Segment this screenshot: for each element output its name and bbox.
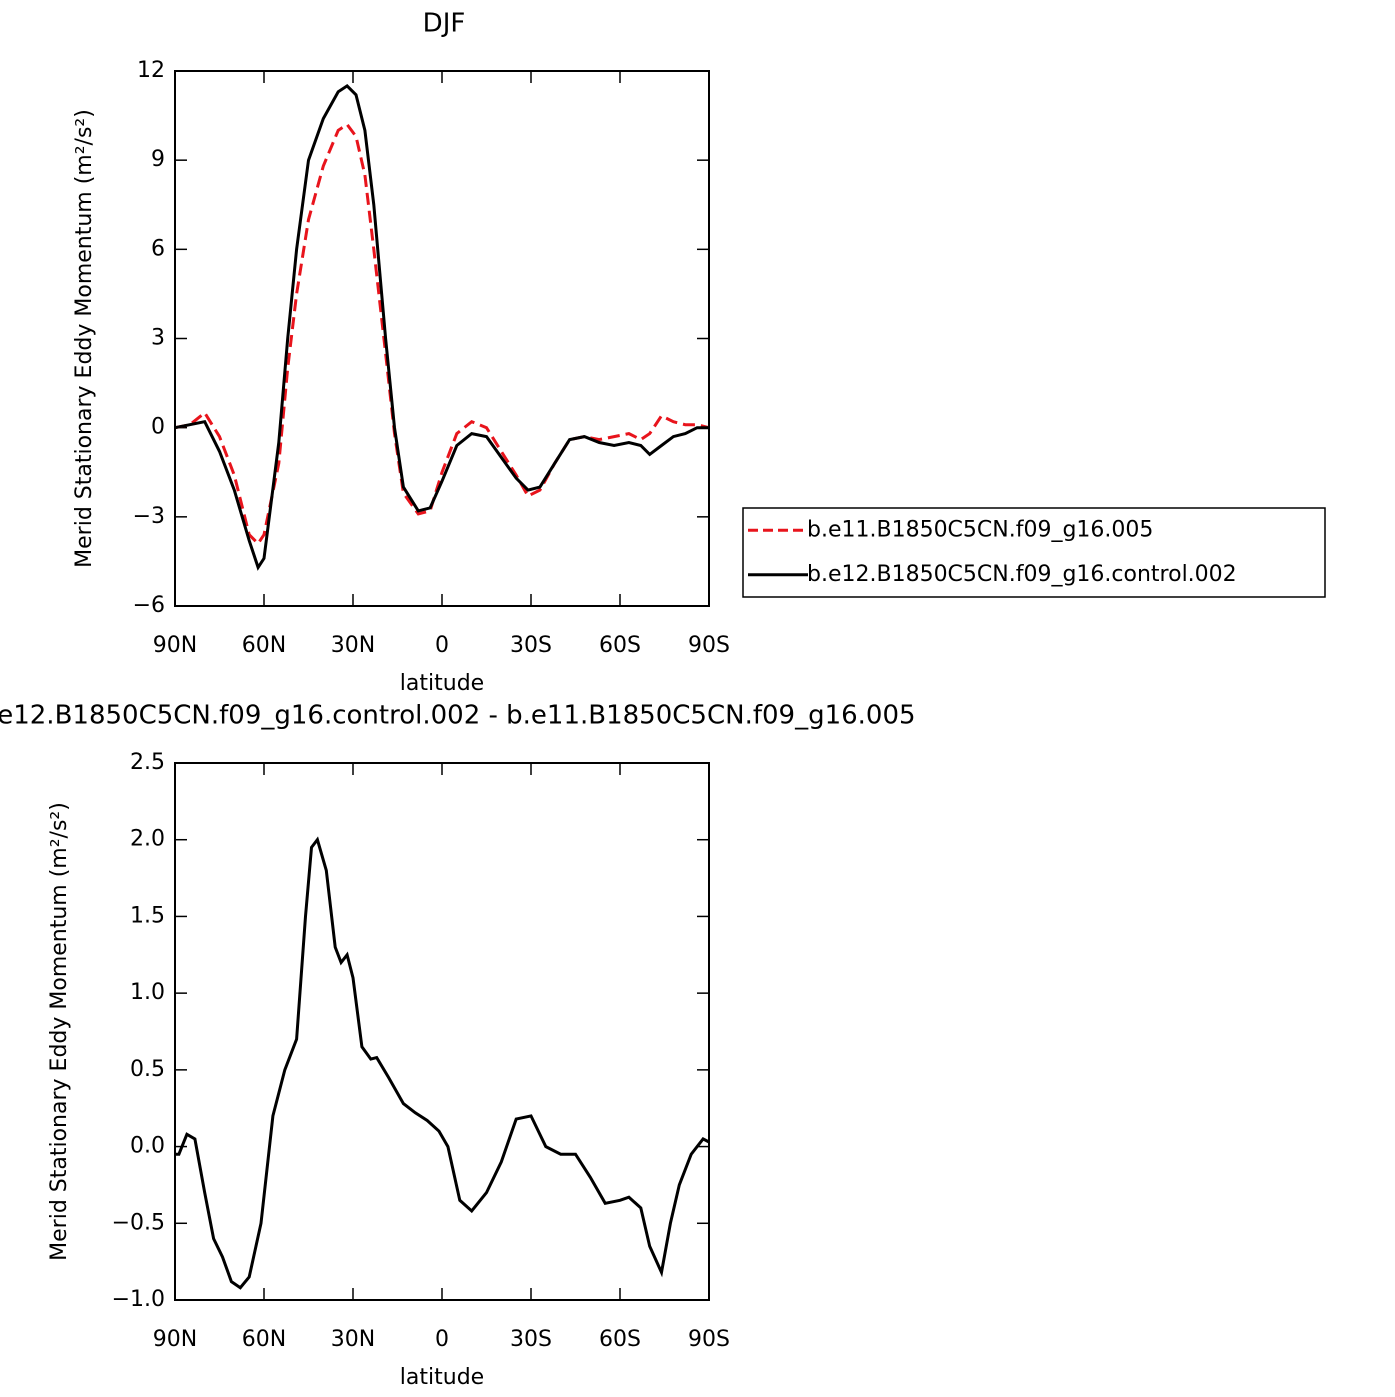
chart-title: DJF (423, 9, 466, 39)
y-tick-label: 9 (151, 147, 165, 172)
data-line (175, 836, 710, 1290)
x-tick-label: 60N (242, 1327, 286, 1352)
y-tick-label: −0.5 (112, 1210, 165, 1235)
x-axis-label: latitude (400, 671, 484, 696)
y-tick-label: −6 (133, 593, 165, 618)
plot-frame (174, 70, 710, 607)
x-tick-label: 90S (688, 1327, 730, 1352)
y-tick-label: −3 (133, 504, 165, 529)
x-axis-label: latitude (400, 1365, 484, 1390)
chart-title: b.e12.B1850C5CN.f09_g16.control.002 - b.… (0, 701, 916, 731)
x-tick-label: 90N (153, 1327, 197, 1352)
y-tick-label: 0 (151, 415, 165, 440)
legend-label: b.e11.B1850C5CN.f09_g16.005 (807, 517, 1153, 542)
x-tick-label: 90S (688, 633, 730, 658)
y-tick-label: 1.5 (130, 903, 165, 928)
data-line (174, 83, 709, 571)
x-tick-label: 30S (510, 1327, 552, 1352)
legend-label: b.e12.B1850C5CN.f09_g16.control.002 (807, 562, 1237, 587)
y-tick-label: 3 (151, 326, 165, 351)
x-tick-label: 60S (599, 1327, 641, 1352)
y-tick-label: 0.0 (130, 1134, 165, 1159)
x-tick-label: 30N (331, 1327, 375, 1352)
x-tick-label: 30N (331, 633, 375, 658)
legend-box (742, 507, 1326, 598)
y-tick-label: 12 (137, 58, 165, 83)
x-tick-label: 60N (242, 633, 286, 658)
x-tick-label: 0 (435, 1327, 449, 1352)
y-tick-label: 6 (151, 236, 165, 261)
y-tick-label: −1.0 (112, 1287, 165, 1312)
y-tick-label: 1.0 (130, 980, 165, 1005)
y-tick-label: 0.5 (130, 1057, 165, 1082)
x-tick-label: 60S (599, 633, 641, 658)
y-tick-label: 2.5 (130, 750, 165, 775)
x-tick-label: 30S (510, 633, 552, 658)
data-line (174, 122, 710, 546)
y-axis-label: Merid Stationary Eddy Momentum (m²/s²) (72, 109, 97, 568)
plot-frame (174, 762, 710, 1301)
x-tick-label: 0 (435, 633, 449, 658)
y-tick-label: 2.0 (130, 827, 165, 852)
y-axis-label: Merid Stationary Eddy Momentum (m²/s²) (47, 802, 72, 1261)
x-tick-label: 90N (153, 633, 197, 658)
